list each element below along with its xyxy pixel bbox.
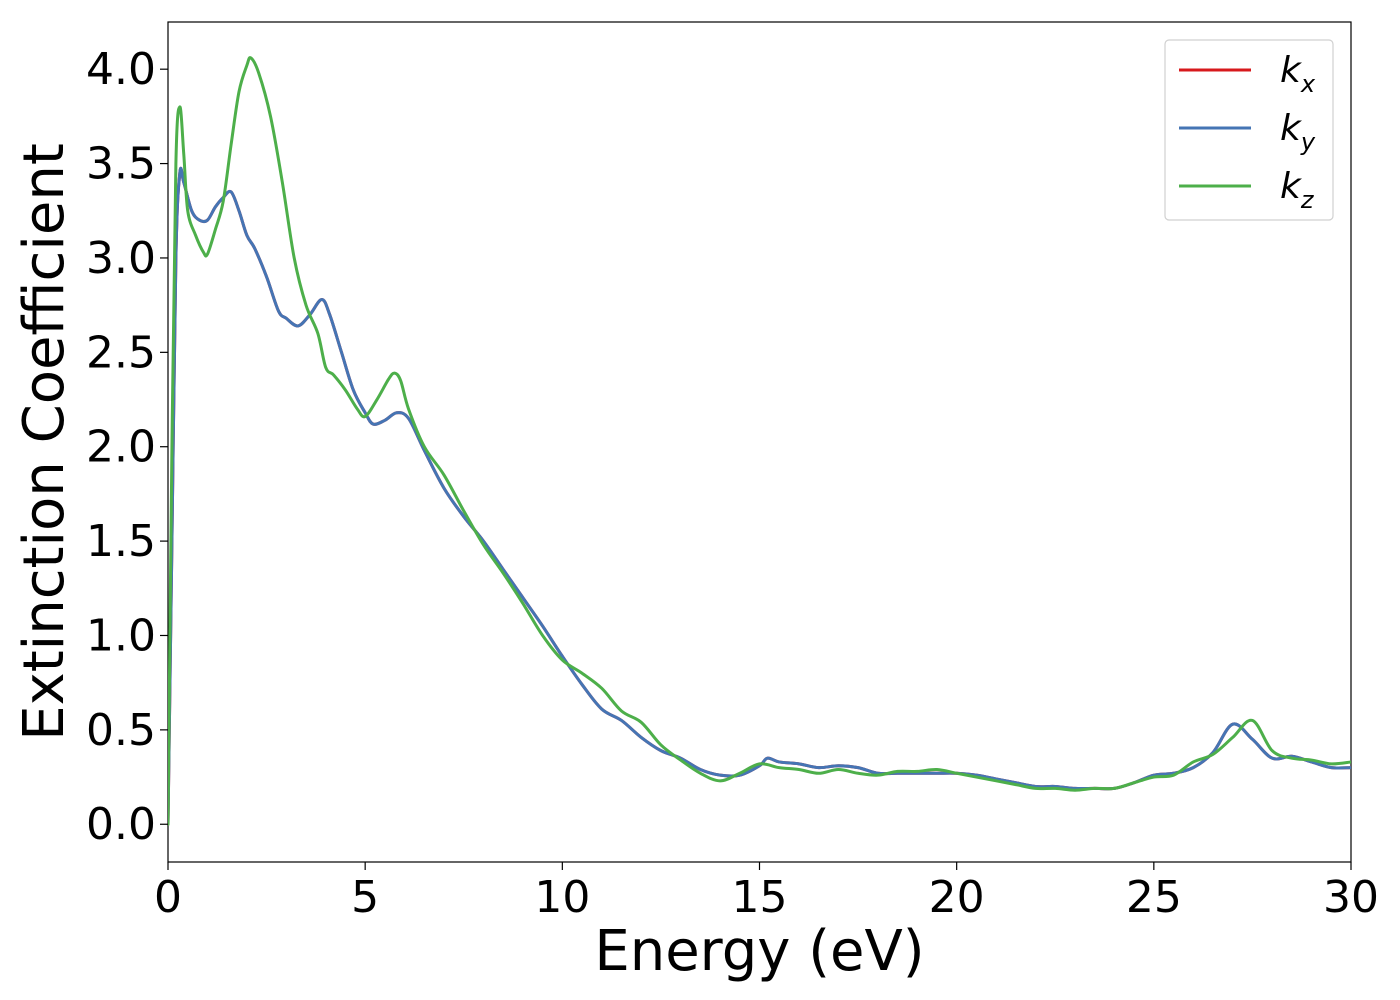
y-tick-label: 0.5 bbox=[86, 705, 156, 756]
y-tick-label: 4.0 bbox=[86, 44, 156, 95]
x-tick-label: 30 bbox=[1323, 872, 1379, 923]
series-line-ky bbox=[168, 166, 1351, 826]
y-tick-label: 2.5 bbox=[86, 327, 156, 378]
x-tick-label: 10 bbox=[534, 872, 590, 923]
y-tick-label: 0.0 bbox=[86, 799, 156, 850]
x-tick-label: 5 bbox=[351, 872, 379, 923]
x-tick-label: 20 bbox=[929, 872, 985, 923]
y-tick-label: 1.5 bbox=[86, 516, 156, 567]
series-lines bbox=[168, 56, 1351, 826]
x-tick-label: 0 bbox=[154, 872, 182, 923]
x-axis-label: Energy (eV) bbox=[594, 919, 924, 984]
y-axis-ticks: 0.0 0.5 1.0 1.5 2.0 2.5 3.0 3.5 4.0 bbox=[86, 44, 168, 850]
y-axis-label: Extinction Coefficient bbox=[12, 143, 77, 741]
x-tick-label: 15 bbox=[732, 872, 788, 923]
y-tick-label: 1.0 bbox=[86, 610, 156, 661]
legend-box bbox=[1164, 39, 1334, 221]
series-line-kz bbox=[168, 56, 1351, 826]
y-tick-label: 2.0 bbox=[86, 422, 156, 473]
x-tick-label: 25 bbox=[1126, 872, 1182, 923]
y-tick-label: 3.5 bbox=[86, 139, 156, 190]
x-axis-ticks: 0 5 10 15 20 25 30 bbox=[154, 862, 1379, 923]
series-line-kx bbox=[168, 166, 1351, 826]
y-tick-label: 3.0 bbox=[86, 233, 156, 284]
